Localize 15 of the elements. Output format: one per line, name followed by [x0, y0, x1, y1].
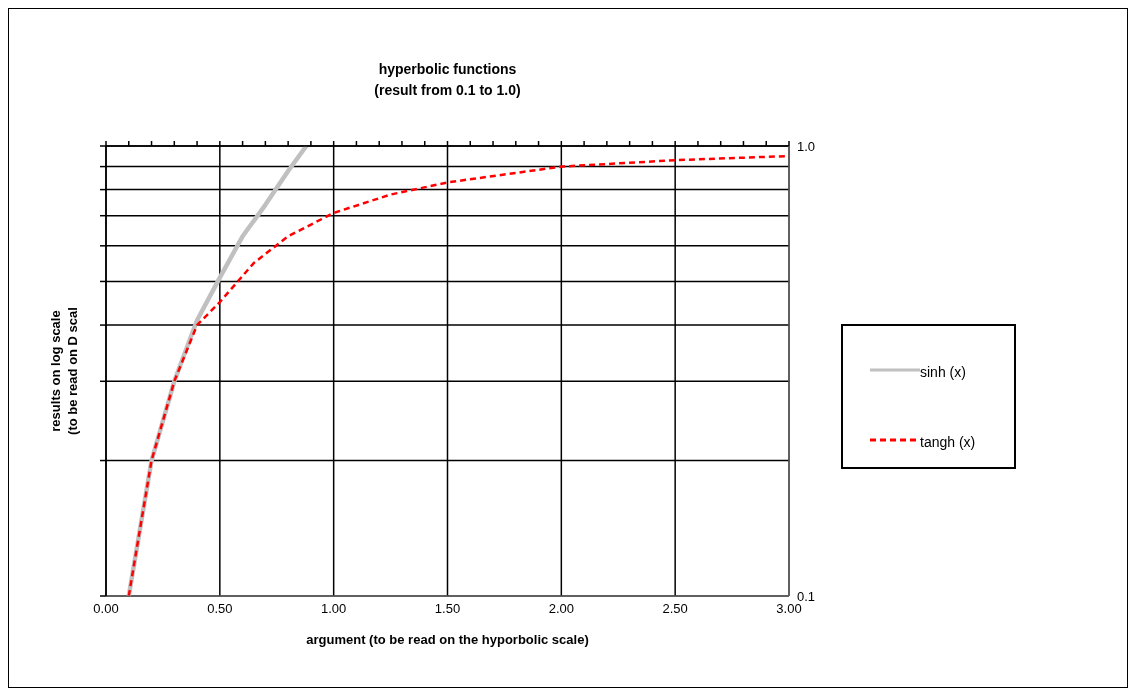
chart-title: hyperbolic functions: [377, 60, 518, 79]
x-axis-title: argument (to be read on the hyporbolic scale): [306, 632, 589, 647]
x-tick-label: 3.00: [776, 601, 802, 617]
legend-label: sinh (x): [920, 364, 966, 380]
y-tick-label: 0.1: [797, 588, 816, 604]
x-tick-label: 2.50: [662, 601, 688, 617]
x-tick-label: 0.00: [93, 601, 119, 617]
legend-label: tangh (x): [920, 434, 976, 450]
y-tick-label: 1.0: [797, 138, 816, 154]
x-tick-label: 1.50: [434, 601, 461, 617]
y-axis-title: results on log scale (to be read on D scal: [48, 307, 80, 435]
x-tick-label: 0.50: [207, 601, 233, 617]
x-tick-label: 1.00: [321, 601, 347, 617]
chart-subtitle: (result from 0.1 to 1.0): [373, 81, 522, 100]
x-tick-label: 2.00: [548, 601, 574, 617]
